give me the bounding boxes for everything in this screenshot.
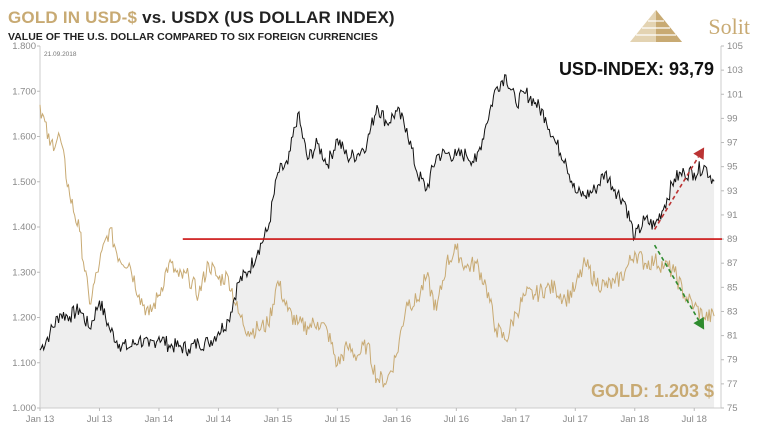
- label-layer: USD-INDEX: 93,79 GOLD: 1.203 $: [559, 59, 714, 401]
- y-left-tick-label: 1.600: [12, 132, 36, 143]
- usd-series-line: [39, 74, 715, 357]
- usd-index-label: USD-INDEX: 93,79: [559, 59, 714, 79]
- y-right-tick-label: 87: [727, 258, 738, 269]
- usd-arrow-head: [693, 147, 705, 160]
- x-tick-label: Jan 13: [26, 414, 55, 425]
- chart-title: GOLD IN USD-$ vs. USDX (US DOLLAR INDEX): [8, 8, 395, 28]
- gold-price-label: GOLD: 1.203 $: [591, 381, 714, 401]
- y-right-tick-label: 75: [727, 403, 738, 414]
- x-tick-label: Jan 16: [383, 414, 412, 425]
- y-left-tick-label: 1.300: [12, 267, 36, 278]
- x-tick-label: Jul 18: [682, 414, 707, 425]
- y-left-tick-label: 1.500: [12, 177, 36, 188]
- gold-trend-arrow: [653, 244, 700, 321]
- date-stamp: 21.09.2018: [44, 51, 77, 58]
- y-right-tick-label: 99: [727, 113, 738, 124]
- y-left-tick-label: 1.400: [12, 222, 36, 233]
- pyramid-logo-icon: [630, 10, 682, 42]
- y-right-tick-label: 103: [727, 65, 743, 76]
- usd-trend-arrow: [653, 156, 700, 230]
- y-right-tick-label: 79: [727, 355, 738, 366]
- y-left-tick-label: 1.000: [12, 403, 36, 414]
- chart-subtitle: VALUE OF THE U.S. DOLLAR COMPARED TO SIX…: [8, 31, 378, 43]
- y-right-tick-label: 105: [727, 41, 743, 52]
- gold-series-line: [39, 104, 715, 388]
- gold-layer: [39, 104, 715, 388]
- title-gold-part: GOLD IN USD-$: [8, 8, 138, 27]
- x-tick-label: Jul 14: [206, 414, 231, 425]
- y-right-tick-label: 93: [727, 186, 738, 197]
- arrow-layer: [653, 147, 705, 330]
- usd-line-layer: [39, 74, 715, 357]
- title-block: GOLD IN USD-$ vs. USDX (US DOLLAR INDEX)…: [8, 8, 395, 43]
- x-tick-label: Jan 17: [502, 414, 531, 425]
- x-tick-label: Jul 13: [87, 414, 112, 425]
- x-tick-label: Jul 15: [325, 414, 350, 425]
- y-right-tick-label: 101: [727, 89, 743, 100]
- y-left-tick-label: 1.100: [12, 358, 36, 369]
- solit-logo: Solit: [590, 8, 750, 44]
- y-left-tick-label: 1.800: [12, 41, 36, 52]
- y-right-tick-label: 95: [727, 162, 738, 173]
- y-right-tick-label: 83: [727, 306, 738, 317]
- y-right-tick-label: 81: [727, 331, 738, 342]
- y-right-tick-label: 77: [727, 379, 738, 390]
- x-tick-label: Jan 15: [264, 414, 293, 425]
- usd-area-fill: [40, 74, 715, 408]
- x-tick-label: Jan 14: [145, 414, 174, 425]
- x-tick-label: Jan 18: [620, 414, 649, 425]
- usd-area-layer: [40, 74, 715, 408]
- y-left-tick-label: 1.200: [12, 313, 36, 324]
- y-right-tick-label: 89: [727, 234, 738, 245]
- y-left-tick-label: 1.700: [12, 86, 36, 97]
- y-right-tick-label: 85: [727, 282, 738, 293]
- logo-text: Solit: [708, 14, 750, 39]
- y-right-tick-label: 97: [727, 138, 738, 149]
- y-right-tick-label: 91: [727, 210, 738, 221]
- x-tick-label: Jul 17: [563, 414, 588, 425]
- title-usdx-part: vs. USDX (US DOLLAR INDEX): [137, 8, 395, 27]
- x-tick-label: Jul 16: [444, 414, 469, 425]
- gold-arrow-head: [693, 317, 705, 330]
